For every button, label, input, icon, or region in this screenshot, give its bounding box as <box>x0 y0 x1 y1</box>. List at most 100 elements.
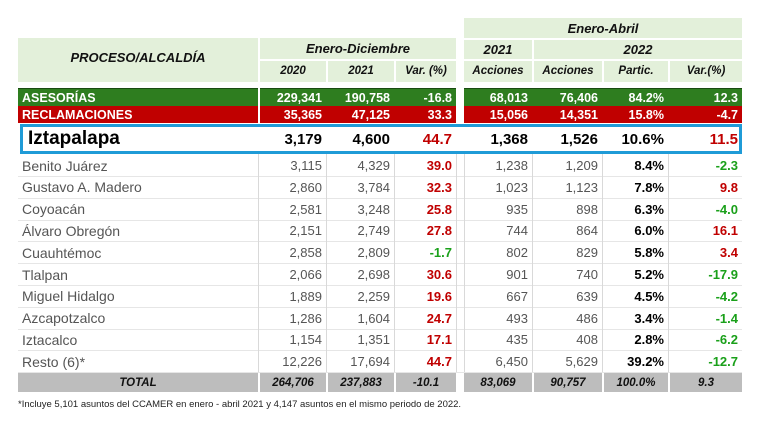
row-name: ASESORÍAS <box>22 90 96 105</box>
cell-acciones-2022: 1,526 <box>560 130 598 148</box>
col-header-partic: Partic. <box>618 65 654 77</box>
cell-2021: 2,259 <box>357 288 390 304</box>
header-divider <box>394 60 396 82</box>
header-enero-abril: Enero-Abril <box>567 20 639 36</box>
cell-var2: -12.7 <box>708 354 738 370</box>
highlight-box <box>20 124 742 154</box>
cell-var2: 9.3 <box>670 373 742 392</box>
cell-acciones-2022: 740 <box>576 267 598 282</box>
cell-acciones-2021: 6,450 <box>495 354 528 370</box>
cell-partic: 39.2% <box>627 354 664 370</box>
cell-2020: 2,858 <box>289 245 322 261</box>
cell-acciones-2021: 744 <box>506 223 528 239</box>
cell-var: 27.8 <box>426 223 452 239</box>
cell-var2: -4.0 <box>715 201 738 217</box>
cell-2020: 3,115 <box>290 158 322 173</box>
col-header-var2: Var.(%) <box>686 65 726 77</box>
cell-2021: 4,600 <box>352 130 390 148</box>
header-divider <box>668 60 670 82</box>
cell-acciones-2022: 90,757 <box>534 373 602 392</box>
cell-acciones-2021: 15,056 <box>489 107 528 122</box>
cell-acciones-2022: 14,351 <box>559 107 598 122</box>
cell-var: 17.1 <box>426 332 452 348</box>
row-name: Azcapotzalco <box>22 310 106 327</box>
cell-partic: 2.8% <box>634 332 664 348</box>
header-divider <box>602 60 604 82</box>
cell-2021: 190,758 <box>344 90 390 105</box>
row-name: RECLAMACIONES <box>22 107 133 122</box>
header-divider <box>260 59 456 61</box>
cell-partic: 6.3% <box>634 201 664 217</box>
cell-acciones-2021: 901 <box>506 267 528 282</box>
cell-var: -10.1 <box>396 373 456 392</box>
header-proceso-cell <box>18 38 258 82</box>
cell-var2: -4.7 <box>716 107 738 122</box>
cell-var: 33.3 <box>427 107 452 122</box>
cell-var: 30.6 <box>426 267 452 282</box>
row-name: Gustavo A. Madero <box>22 179 142 196</box>
cell-2021: 2,809 <box>357 245 390 261</box>
cell-acciones-2022: 1,123 <box>565 179 598 195</box>
header-year-2022: 2022 <box>623 41 653 57</box>
header-divider <box>464 38 742 40</box>
header-enero-diciembre: Enero-Diciembre <box>305 40 411 56</box>
cell-var: 25.8 <box>426 201 452 217</box>
cell-2020: 229,341 <box>276 90 322 105</box>
cell-partic: 3.4% <box>634 310 664 326</box>
cell-acciones-2021: 83,069 <box>464 373 532 392</box>
row-name: Álvaro Obregón <box>22 222 121 239</box>
grid-line <box>456 154 457 372</box>
cell-var2: 9.8 <box>719 179 738 195</box>
reclamaciones-row: RECLAMACIONES 35,365 47,125 33.3 15,056 … <box>18 106 742 123</box>
cell-2020: 2,860 <box>289 179 322 195</box>
cell-partic: 5.2% <box>634 267 664 282</box>
cell-var2: 3.4 <box>719 245 738 261</box>
cell-var: 44.7 <box>426 354 452 370</box>
cell-2020: 1,286 <box>289 310 322 326</box>
cell-acciones-2021: 1,238 <box>495 158 528 173</box>
cell-2021: 2,749 <box>357 223 390 239</box>
cell-2020: 264,706 <box>260 373 326 392</box>
grid-line <box>326 154 327 372</box>
cell-var: -1.7 <box>429 245 452 261</box>
table-row: Álvaro Obregón 2,151 2,749 27.8 744 864 6.0% 16… <box>18 220 742 243</box>
cell-partic: 15.8% <box>628 107 664 122</box>
cell-2020: 1,889 <box>289 288 322 304</box>
header-divider <box>326 60 328 82</box>
cell-var2: -6.2 <box>715 332 738 348</box>
grid-line <box>668 154 669 372</box>
grid-line <box>394 154 395 372</box>
cell-var2: -17.9 <box>708 267 738 282</box>
cell-partic: 7.8% <box>634 179 664 195</box>
cell-2020: 2,066 <box>289 267 322 282</box>
col-header-acciones-2022: Acciones <box>542 65 594 77</box>
grid-line <box>464 154 465 372</box>
header-divider <box>532 38 534 82</box>
grid-line <box>602 154 603 372</box>
cell-acciones-2022: 5,629 <box>565 354 598 370</box>
cell-2021: 3,248 <box>357 201 390 217</box>
row-name: Cuauhtémoc <box>22 244 102 261</box>
cell-2021: 3,784 <box>357 179 390 195</box>
cell-2020: 2,581 <box>289 201 322 217</box>
cell-acciones-2021: 802 <box>506 245 528 261</box>
cell-partic: 100.0% <box>604 373 668 392</box>
cell-var: 39.0 <box>426 158 452 173</box>
band-divider <box>258 88 260 123</box>
col-header-2020: 2020 <box>280 65 306 77</box>
cell-2020: 2,151 <box>289 223 322 239</box>
cell-acciones-2021: 667 <box>506 288 528 304</box>
cell-partic: 6.0% <box>634 223 664 239</box>
cell-2021: 4,329 <box>357 158 390 173</box>
header-proceso: PROCESO/ALCALDÍA <box>70 49 206 65</box>
iztapalapa-row: Iztapalapa 3,179 4,600 44.7 1,368 1,526 … <box>18 128 742 150</box>
table-row: Azcapotzalco 1,286 1,604 24.7 493 486 3.4% -1.4 <box>18 308 742 330</box>
cell-var: 24.7 <box>426 310 452 326</box>
total-label: TOTAL <box>18 373 258 392</box>
grid-line <box>532 154 533 372</box>
row-name: Tlalpan <box>22 266 68 283</box>
cell-var2: -4.2 <box>715 288 738 304</box>
col-header-2021: 2021 <box>348 65 374 77</box>
table-row: Miguel Hidalgo 1,889 2,259 19.6 667 639 4.5% -4… <box>18 286 742 308</box>
cell-acciones-2022: 408 <box>576 332 598 348</box>
